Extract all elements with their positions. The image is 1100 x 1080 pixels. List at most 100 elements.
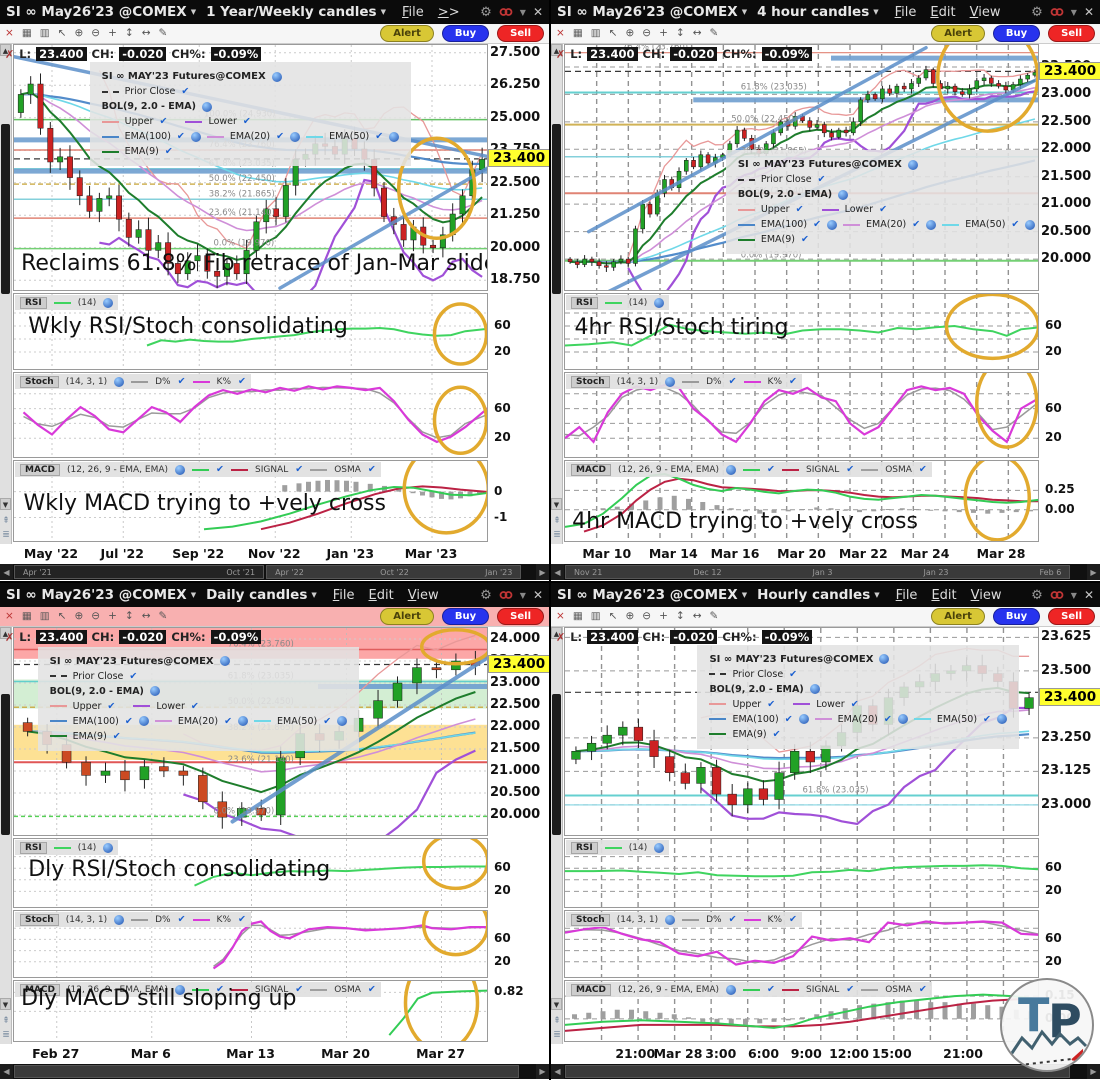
- menu-item-[interactable]: >>: [437, 4, 460, 20]
- scroll-range-zone[interactable]: Apr '22 Oct '22 Jan '23: [266, 565, 522, 579]
- cursor-icon[interactable]: ↖: [57, 610, 67, 623]
- macd-panel[interactable]: MACD (12, 26, 9 - EMA, EMA) ✔ SIGNAL ✔ OSMA ✔: [564, 980, 1039, 1042]
- zoom-in-icon[interactable]: ⊕: [625, 610, 635, 623]
- menu-item-view[interactable]: View: [407, 587, 439, 603]
- alert-button[interactable]: Alert: [380, 24, 434, 43]
- close-window-icon[interactable]: ✕: [532, 5, 543, 19]
- menu-item-edit[interactable]: Edit: [930, 4, 956, 20]
- checkbox-checked-icon[interactable]: ✔: [789, 668, 798, 680]
- stoch-panel[interactable]: Stoch (14, 3, 1) D% ✔ K% ✔: [564, 910, 1039, 978]
- candle-type-icon[interactable]: ▥: [590, 610, 601, 623]
- checkbox-checked-icon[interactable]: ✔: [238, 376, 246, 387]
- checkbox-checked-icon[interactable]: ✔: [918, 984, 927, 995]
- chevron-down-icon[interactable]: ▼: [1070, 590, 1077, 600]
- macd-panel[interactable]: MACD (12, 26, 9 - EMA, EMA) ✔ SIGNAL ✔ OSMA ✔ 4…: [564, 460, 1039, 542]
- gear-icon[interactable]: ⚙: [480, 587, 492, 603]
- checkbox-checked-icon[interactable]: ✔: [177, 914, 186, 925]
- close-icon[interactable]: ×: [5, 610, 14, 623]
- symbol-selector[interactable]: SI ∞ May26'23 @COMEX ▼: [6, 4, 196, 20]
- candle-type-icon[interactable]: ▥: [590, 27, 601, 40]
- zoom-in-icon[interactable]: ⊕: [74, 27, 84, 40]
- checkbox-checked-icon[interactable]: ✔: [1011, 219, 1020, 231]
- checkbox-checked-icon[interactable]: ✔: [238, 914, 246, 925]
- draw-icon[interactable]: ✎: [709, 27, 719, 40]
- scroll-up-icon[interactable]: ▲: [0, 44, 11, 56]
- scroll-thumb[interactable]: [552, 124, 561, 294]
- checkbox-checked-icon[interactable]: ✔: [323, 715, 332, 727]
- hscale-icon[interactable]: ↔: [141, 27, 151, 40]
- scroll-left-icon[interactable]: ◀: [551, 1064, 564, 1079]
- link-chart-icon[interactable]: [499, 589, 513, 601]
- scroll-right-icon[interactable]: ▶: [536, 1064, 549, 1079]
- stoch-panel[interactable]: Stoch (14, 3, 1) D% ✔ K% ✔: [13, 910, 488, 978]
- globe-icon[interactable]: [1025, 219, 1036, 230]
- timeframe-selector[interactable]: 4 hour candles ▼: [757, 4, 879, 20]
- symbol-selector[interactable]: SI ∞ May26'23 @COMEX ▼: [6, 587, 196, 603]
- globe-icon[interactable]: [175, 984, 186, 995]
- chevron-down-icon[interactable]: ▼: [519, 7, 526, 17]
- hscale-icon[interactable]: ↔: [692, 27, 702, 40]
- timeframe-selector[interactable]: Hourly candles ▼: [757, 587, 880, 603]
- bar-chart-icon[interactable]: ▦: [21, 27, 32, 40]
- scroll-down-icon[interactable]: ▼: [551, 998, 562, 1010]
- bar-chart-icon[interactable]: ▦: [572, 27, 583, 40]
- gear-icon[interactable]: ⚙: [1031, 4, 1043, 20]
- scroll-thumb[interactable]: [1, 693, 10, 836]
- price-axis[interactable]: 23.625 23.500 23.250 23.125 23.000 23.400 60 20…: [1039, 627, 1100, 1044]
- time-axis[interactable]: May '22 Jul '22 Sep '22 Nov '22 Jan '23 Mar '…: [13, 544, 488, 564]
- chevron-down-icon[interactable]: ▼: [519, 590, 526, 600]
- checkbox-checked-icon[interactable]: ✔: [124, 715, 133, 727]
- scroll-left-icon[interactable]: ◀: [551, 564, 564, 580]
- globe-icon[interactable]: [798, 714, 809, 725]
- scroll-up-icon[interactable]: ▲: [0, 627, 11, 639]
- checkbox-checked-icon[interactable]: ✔: [789, 914, 797, 925]
- time-scrollbar[interactable]: ◀ Nov 21 Dec 12 Jan 3 Jan 23 Feb 6 ▶: [551, 564, 1100, 580]
- link-chart-icon[interactable]: [1050, 589, 1064, 601]
- scroll-range-zone[interactable]: Apr '21 Oct '21: [14, 565, 265, 579]
- checkbox-checked-icon[interactable]: ✔: [216, 464, 224, 475]
- globe-icon[interactable]: [103, 297, 114, 308]
- zoom-in-icon[interactable]: ⊕: [74, 610, 84, 623]
- scroll-up-icon[interactable]: ▲: [551, 44, 562, 56]
- scroll-right-icon[interactable]: ▶: [1087, 564, 1100, 580]
- hscale-icon[interactable]: ↔: [692, 610, 702, 623]
- cursor-icon[interactable]: ↖: [57, 27, 67, 40]
- close-icon[interactable]: ×: [556, 610, 565, 623]
- scroll-right-icon[interactable]: ▶: [536, 564, 549, 580]
- checkbox-checked-icon[interactable]: ✔: [295, 984, 304, 995]
- scroll-thumb[interactable]: [552, 693, 561, 836]
- rsi-panel[interactable]: RSI (14) Wkly RSI/Stoch consolidating: [13, 293, 488, 370]
- symbol-selector[interactable]: SI ∞ May26'23 @COMEX ▼: [557, 4, 747, 20]
- checkbox-checked-icon[interactable]: ✔: [177, 376, 186, 387]
- globe-icon[interactable]: [290, 131, 301, 142]
- stoch-panel[interactable]: Stoch (14, 3, 1) D% ✔ K% ✔: [13, 372, 488, 458]
- globe-icon[interactable]: [238, 716, 249, 727]
- scroll-track[interactable]: [13, 1064, 536, 1079]
- draw-icon[interactable]: ✎: [709, 610, 719, 623]
- scroll-down-icon[interactable]: ▼: [0, 998, 11, 1010]
- macd-panel[interactable]: MACD (12, 26, 9 - EMA, EMA) ✔ SIGNAL ✔ OSMA ✔ W…: [13, 460, 488, 542]
- price-axis[interactable]: 23.50023.00022.50022.00021.50021.00020.5…: [1039, 44, 1100, 544]
- checkbox-checked-icon[interactable]: ✔: [767, 464, 775, 475]
- crosshair-icon[interactable]: +: [659, 27, 668, 40]
- close-window-icon[interactable]: ✕: [1083, 5, 1094, 19]
- sell-button[interactable]: Sell: [497, 607, 544, 626]
- gear-icon[interactable]: ⚙: [1031, 587, 1043, 603]
- checkbox-checked-icon[interactable]: ✔: [728, 914, 737, 925]
- rsi-panel[interactable]: RSI (14) Dly RSI/Stoch consolidating: [13, 838, 488, 908]
- scroll-down-icon[interactable]: ▼: [551, 498, 562, 510]
- vertical-scrollbar[interactable]: ▲ ▼ ⇞ ≣: [551, 627, 563, 1044]
- vscale-icon[interactable]: ↕: [124, 610, 134, 623]
- draw-icon[interactable]: ✎: [158, 610, 168, 623]
- vertical-scrollbar[interactable]: ▲ ▼ ⇞ ≣: [551, 44, 563, 544]
- scroll-down-icon[interactable]: ▼: [0, 498, 11, 510]
- rsi-panel[interactable]: RSI (14) 4hr RSI/Stoch tiring: [564, 293, 1039, 370]
- globe-icon[interactable]: [138, 716, 149, 727]
- alert-button[interactable]: Alert: [931, 24, 985, 43]
- checkbox-checked-icon[interactable]: ✔: [784, 713, 793, 725]
- scroll-track[interactable]: Apr '21 Oct '21 Apr '22 Oct '22 Jan '23: [13, 564, 536, 580]
- checkbox-checked-icon[interactable]: ✔: [883, 713, 892, 725]
- zoom-in-icon[interactable]: ⊕: [625, 27, 635, 40]
- price-chart[interactable]: 76.4% (23.760)61.8% (23.035)50.0% (22.45…: [13, 627, 488, 836]
- globe-icon[interactable]: [838, 189, 849, 200]
